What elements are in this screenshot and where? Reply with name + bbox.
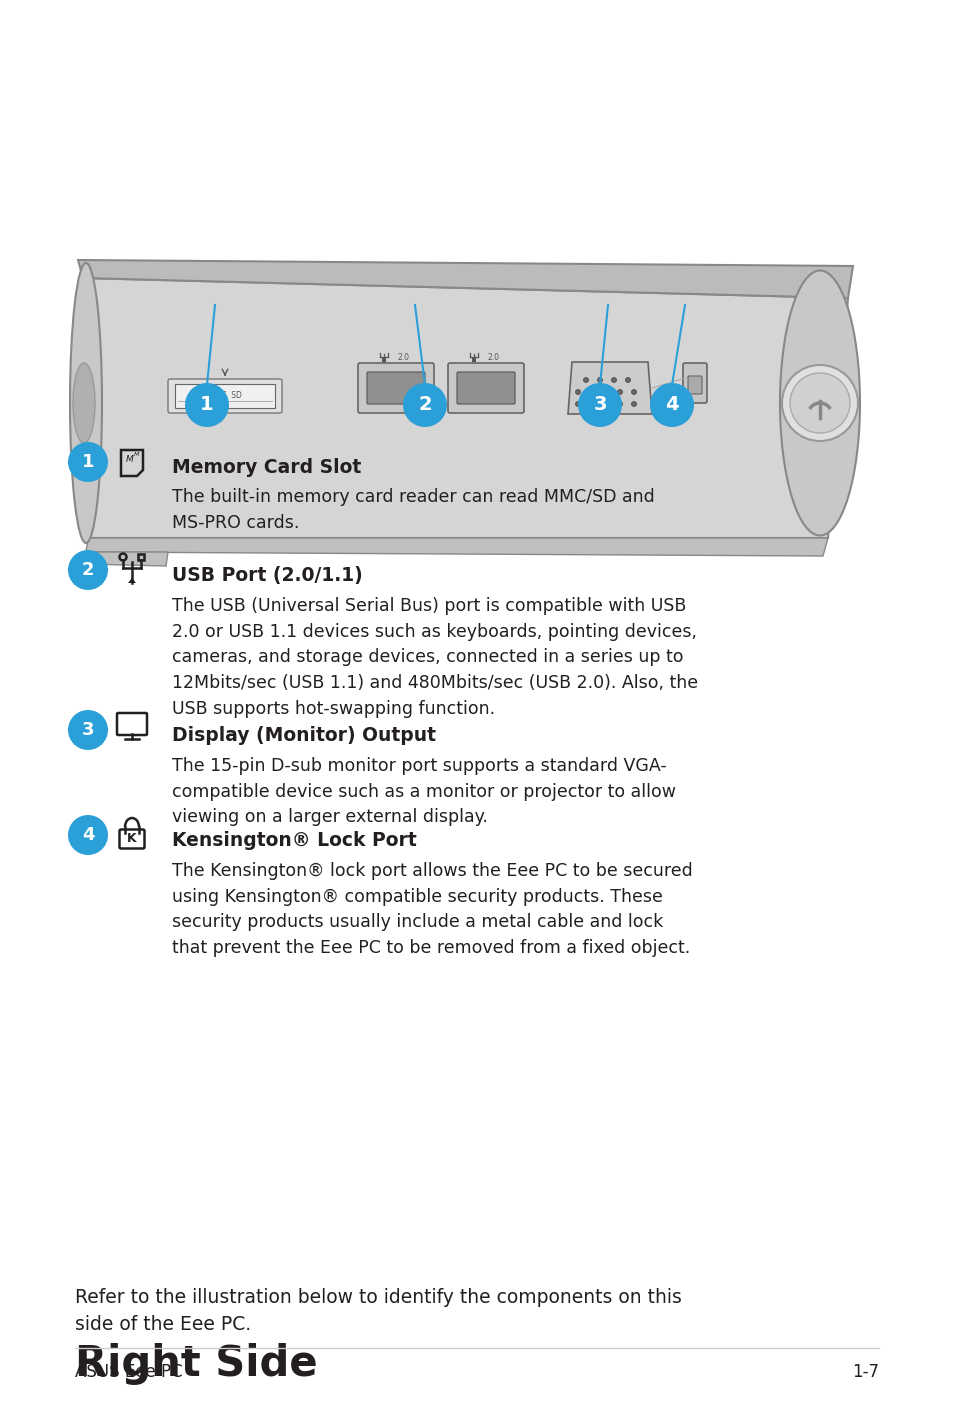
Text: M: M <box>134 452 139 458</box>
Text: 4: 4 <box>664 396 679 414</box>
Circle shape <box>611 377 616 383</box>
FancyBboxPatch shape <box>682 363 706 403</box>
Text: 4: 4 <box>82 827 94 844</box>
Polygon shape <box>86 537 827 556</box>
Text: 2: 2 <box>417 396 432 414</box>
Text: The Kensington® lock port allows the Eee PC to be secured
using Kensington® comp: The Kensington® lock port allows the Eee… <box>172 862 692 957</box>
Bar <box>174 384 274 408</box>
Circle shape <box>597 377 602 383</box>
Circle shape <box>583 377 588 383</box>
Text: ASUS Eee PC: ASUS Eee PC <box>75 1363 182 1381</box>
Polygon shape <box>128 579 136 583</box>
Bar <box>138 554 144 560</box>
Polygon shape <box>78 259 852 298</box>
FancyBboxPatch shape <box>687 376 701 394</box>
Circle shape <box>789 373 849 432</box>
FancyBboxPatch shape <box>357 363 434 413</box>
Text: USB Port (2.0/1.1): USB Port (2.0/1.1) <box>172 566 362 586</box>
Text: The 15-pin D-sub monitor port supports a standard VGA-
compatible device such as: The 15-pin D-sub monitor port supports a… <box>172 757 676 827</box>
Text: 1: 1 <box>82 452 94 471</box>
Polygon shape <box>83 278 847 537</box>
Circle shape <box>68 442 108 482</box>
Circle shape <box>631 401 636 407</box>
Text: Memory Card Slot: Memory Card Slot <box>172 458 361 476</box>
Circle shape <box>578 383 621 427</box>
Text: M: M <box>126 455 133 465</box>
Circle shape <box>625 377 630 383</box>
Text: Kensington® Lock Port: Kensington® Lock Port <box>172 831 416 849</box>
Bar <box>381 357 386 362</box>
Ellipse shape <box>73 363 95 442</box>
Circle shape <box>589 390 594 394</box>
Circle shape <box>402 383 447 427</box>
Text: 2: 2 <box>82 562 94 579</box>
Circle shape <box>575 390 579 394</box>
FancyBboxPatch shape <box>448 363 523 413</box>
Ellipse shape <box>780 271 859 536</box>
Text: 1-7: 1-7 <box>851 1363 878 1381</box>
Bar <box>472 357 476 362</box>
Circle shape <box>649 383 693 427</box>
Circle shape <box>617 401 622 407</box>
Circle shape <box>781 364 857 441</box>
Polygon shape <box>567 362 651 414</box>
FancyBboxPatch shape <box>456 372 515 404</box>
FancyBboxPatch shape <box>168 379 282 413</box>
Circle shape <box>68 710 108 750</box>
Polygon shape <box>83 552 168 566</box>
Circle shape <box>631 390 636 394</box>
Text: Right Side: Right Side <box>75 1343 317 1385</box>
Text: 3: 3 <box>82 720 94 739</box>
Circle shape <box>575 401 579 407</box>
Text: 2.0: 2.0 <box>488 353 499 363</box>
Text: 3: 3 <box>593 396 606 414</box>
Text: Refer to the illustration below to identify the components on this
side of the E: Refer to the illustration below to ident… <box>75 1288 681 1333</box>
Circle shape <box>68 550 108 590</box>
Text: Display (Monitor) Output: Display (Monitor) Output <box>172 726 436 744</box>
Ellipse shape <box>70 262 102 543</box>
Circle shape <box>617 390 622 394</box>
FancyBboxPatch shape <box>367 372 424 404</box>
Text: The built-in memory card reader can read MMC/SD and
MS-PRO cards.: The built-in memory card reader can read… <box>172 488 654 532</box>
Circle shape <box>68 815 108 855</box>
Text: The USB (Universal Serial Bus) port is compatible with USB
2.0 or USB 1.1 device: The USB (Universal Serial Bus) port is c… <box>172 597 698 718</box>
Circle shape <box>603 401 608 407</box>
Text: 2.0: 2.0 <box>397 353 410 363</box>
Circle shape <box>185 383 229 427</box>
Circle shape <box>603 390 608 394</box>
Text: K: K <box>127 832 136 845</box>
Text: MMC. SD: MMC. SD <box>208 391 242 400</box>
Text: 1: 1 <box>200 396 213 414</box>
Circle shape <box>589 401 594 407</box>
